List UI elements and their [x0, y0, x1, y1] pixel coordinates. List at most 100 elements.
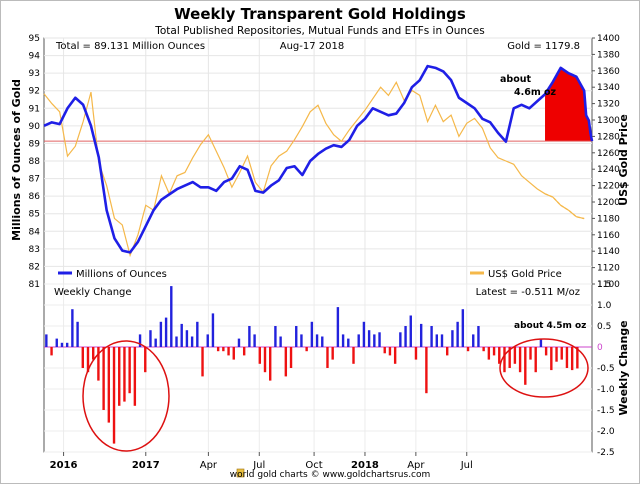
weekly-change-bar [284, 347, 288, 377]
weekly-change-bars [45, 286, 579, 444]
annotation-about: about [500, 74, 532, 85]
upper-grid [44, 37, 592, 285]
holdings-line [43, 64, 594, 254]
weekly-change-bar [65, 342, 69, 347]
lower-annotation: about 4.5m oz [514, 321, 586, 331]
weekly-change-bar [451, 330, 454, 347]
left-tick-label: 82 [29, 262, 40, 272]
lower-tick-label: 0 [597, 343, 603, 353]
weekly-change-bar [487, 347, 491, 360]
right-tick-label: 1320 [597, 100, 620, 110]
weekly-change-bar [237, 338, 241, 347]
weekly-change-bar [211, 313, 215, 347]
left-tick-label: 94 [29, 52, 41, 62]
weekly-change-bar [315, 334, 319, 347]
weekly-change-bar [409, 315, 412, 347]
weekly-change-bar [206, 334, 209, 347]
right-tick-label: 1100 [597, 280, 620, 290]
x-tick-label: Oct [305, 460, 322, 471]
right-tick-label: 1360 [597, 67, 620, 77]
weekly-change-bar [570, 347, 574, 371]
weekly-change-bar [222, 347, 225, 352]
weekly-change-bar [508, 347, 511, 368]
lower-tick-label: -2.0 [597, 427, 615, 437]
left-tick-label: 90 [29, 122, 41, 132]
weekly-change-bar [196, 321, 199, 347]
weekly-change-bar [336, 307, 340, 347]
right-tick-label: 1160 [597, 231, 620, 241]
lower-axis-ticks: 1.5 1.0 0.5 0 -0.5 -1.0 -1.5 -2.0 -2.5 [597, 280, 615, 458]
weekly-change-bar [461, 309, 465, 347]
right-tick-label: 1220 [597, 182, 620, 192]
weekly-change-bar [305, 347, 308, 352]
lower-tick-label: -1.5 [597, 406, 615, 416]
weekly-change-bar [472, 334, 475, 347]
weekly-change-bar [555, 347, 558, 362]
right-axis-ticks: 1100 1120 1140 1160 1180 1200 1220 1240 1260 1280… [592, 34, 620, 290]
weekly-change-bar [248, 326, 251, 347]
weekly-change-bar [81, 347, 84, 368]
weekly-change-bar [97, 347, 100, 381]
highlight-ellipse-2016 [82, 340, 170, 452]
left-tick-label: 85 [29, 210, 40, 220]
weekly-change-bar [175, 336, 178, 347]
info-total: Total = 89.131 Million Ounces [55, 41, 205, 52]
weekly-change-bar [404, 326, 407, 347]
weekly-change-bar [477, 326, 480, 347]
left-tick-label: 81 [29, 280, 40, 290]
weekly-change-bar [60, 342, 64, 347]
weekly-change-bar [498, 347, 501, 364]
weekly-change-bar [279, 336, 282, 347]
weekly-change-bar [76, 321, 79, 347]
gold-price-line-dashed-end [544, 193, 585, 220]
weekly-change-bar [419, 323, 423, 347]
lower-tick-label: 1.5 [597, 280, 611, 290]
weekly-change-bar [149, 330, 152, 347]
weekly-change-bar [180, 323, 183, 347]
weekly-change-bar [112, 347, 116, 444]
footer-credit: world gold charts © www.goldchartsrus.co… [230, 470, 431, 480]
footer-logo-icon [236, 468, 245, 478]
weekly-change-bar [133, 347, 137, 406]
left-axis-ticks: 81 82 83 84 85 86 87 88 89 90 91 92 93 94 95 [29, 34, 41, 290]
weekly-change-bar [50, 347, 53, 356]
weekly-change-bar [269, 347, 272, 381]
weekly-change-bar [399, 332, 402, 347]
weekly-change-bar [534, 347, 537, 373]
weekly-change-bar [185, 330, 189, 347]
weekly-change-bar [128, 347, 131, 394]
left-tick-label: 95 [29, 34, 40, 44]
weekly-change-bar [383, 347, 386, 354]
info-date: Aug-17 2018 [280, 41, 345, 52]
weekly-change-bar [331, 347, 334, 360]
weekly-change-bar [373, 334, 376, 347]
x-tick-label: Apr [407, 460, 425, 471]
weekly-change-bar [144, 347, 147, 373]
weekly-change-bar [565, 347, 569, 368]
weekly-change-bar [258, 347, 261, 364]
legend-holdings-label: Millions of Ounces [76, 269, 167, 280]
right-tick-label: 1200 [597, 198, 620, 208]
left-tick-label: 89 [29, 139, 41, 149]
weekly-change-bar [45, 334, 48, 347]
weekly-change-bar [123, 347, 126, 402]
weekly-change-bar [362, 321, 366, 347]
lower-tick-label: -1.0 [597, 385, 615, 395]
weekly-change-bar [190, 336, 194, 347]
left-tick-label: 83 [29, 245, 40, 255]
weekly-change-bar [550, 347, 553, 371]
weekly-change-bar [227, 347, 230, 356]
weekly-change-bar [71, 309, 74, 347]
weekly-change-bar [164, 317, 168, 347]
weekly-change-bar [524, 347, 527, 385]
weekly-change-bar [529, 347, 532, 360]
right-tick-label: 1120 [597, 264, 620, 274]
right-tick-label: 1280 [597, 132, 620, 142]
x-axis-ticks: 2016 2017 Apr Jul Oct 2018 Apr Jul [50, 452, 473, 471]
x-tick-label: Jul [252, 460, 265, 471]
weekly-change-bar [170, 286, 173, 347]
legend-gold-label: US$ Gold Price [488, 269, 562, 280]
weekly-change-bar [544, 347, 548, 356]
weekly-change-bar [440, 334, 444, 347]
